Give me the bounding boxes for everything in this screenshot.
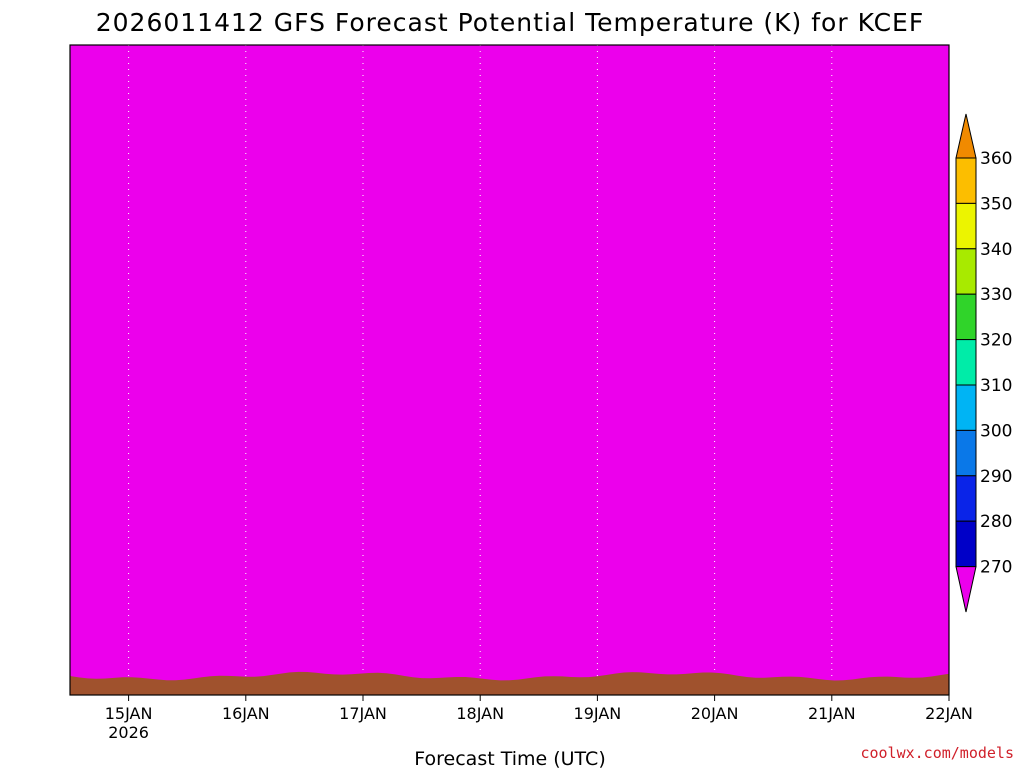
colorbar-label: 270 bbox=[980, 558, 1012, 578]
colorbar-label: 320 bbox=[980, 331, 1012, 351]
colorbar-label: 290 bbox=[980, 467, 1012, 487]
colorbar-label: 280 bbox=[980, 512, 1012, 532]
colorbar-label: 340 bbox=[980, 240, 1012, 260]
x-tick-label: 16JAN bbox=[222, 704, 270, 723]
credit-text: coolwx.com/models bbox=[860, 744, 1014, 762]
time-axis: 15JAN 16JAN 17JAN 18JAN 19JAN 20JAN 21JAN 22JAN… bbox=[105, 695, 973, 742]
colorbar-cell bbox=[955, 293, 977, 341]
band-below-250 bbox=[70, 45, 949, 695]
x-tick-label: 17JAN bbox=[339, 704, 387, 723]
colorbar-cell bbox=[955, 429, 977, 477]
dotted-gridlines bbox=[128, 45, 949, 695]
colorbar: 360 350 340 330 320 310 300 290 280 270 bbox=[955, 113, 1012, 613]
x-tick-label: 22JAN bbox=[925, 704, 973, 723]
x-tick-label: 20JAN bbox=[691, 704, 739, 723]
colorbar-cell bbox=[955, 157, 977, 204]
colorbar-cell bbox=[955, 475, 977, 522]
x-tick-label: 15JAN bbox=[105, 704, 153, 723]
colorbar-label: 310 bbox=[980, 376, 1012, 396]
x-tick-label: 18JAN bbox=[456, 704, 504, 723]
terrain-ground-fill bbox=[70, 671, 949, 695]
colorbar-label: 350 bbox=[980, 194, 1012, 214]
colorbar-bottom-arrow bbox=[955, 566, 977, 613]
plot-frame bbox=[69, 44, 950, 696]
colorbar-cell bbox=[955, 520, 977, 568]
colorbar-cell bbox=[955, 384, 977, 431]
x-tick-year: 2026 bbox=[108, 723, 149, 742]
chart-title: 2026011412 GFS Forecast Potential Temper… bbox=[96, 8, 924, 37]
filled-contour-bands bbox=[70, 45, 949, 695]
colorbar-label: 300 bbox=[980, 421, 1012, 441]
colorbar-top-arrow bbox=[955, 113, 977, 159]
colorbar-cell bbox=[955, 248, 977, 295]
x-tick-label: 21JAN bbox=[808, 704, 856, 723]
colorbar-label: 330 bbox=[980, 285, 1012, 305]
colorbar-cell bbox=[955, 202, 977, 250]
x-tick-label: 19JAN bbox=[574, 704, 622, 723]
x-axis-label: Forecast Time (UTC) bbox=[414, 748, 605, 768]
colorbar-label: 360 bbox=[980, 149, 1012, 169]
plot-area: 3283523443363323483443403363323283443203… bbox=[69, 44, 950, 696]
colorbar-cell bbox=[955, 339, 977, 386]
